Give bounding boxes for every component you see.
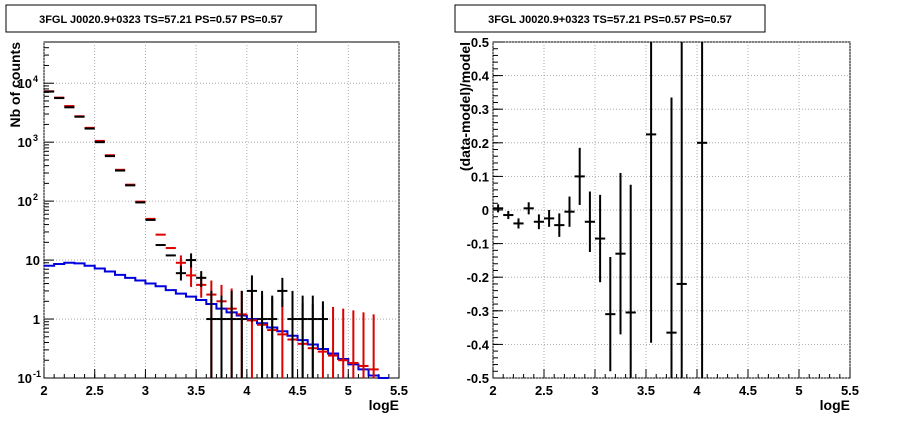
- left-y-tick-exponent: -1: [33, 369, 41, 379]
- left-y-tick-label: 10: [18, 76, 32, 91]
- right-y-tick-labels: -0.5 -0.4 -0.3 -0.2 -0.1 0 0.1 0.2 0.3 0.4 0.5: [467, 35, 490, 386]
- right-x-tick-label: 4.5: [739, 383, 757, 398]
- right-y-tick-label: -0.5: [467, 371, 489, 386]
- right-x-tick-label: 2.5: [535, 383, 553, 398]
- right-grid: [492, 41, 851, 379]
- left-x-tick-label: 2.5: [86, 383, 104, 398]
- left-y-tick-label: 1: [33, 312, 40, 327]
- right-x-tick-label: 3.5: [637, 383, 655, 398]
- right-axis-ticks: [492, 41, 851, 379]
- right-x-tick-label: 4: [693, 383, 701, 398]
- left-y-tick-label: 10: [18, 135, 32, 150]
- right-y-tick-label: 0: [482, 203, 489, 218]
- right-y-tick-label: -0.1: [467, 237, 489, 252]
- left-axis-ticks: [43, 47, 400, 379]
- right-panel: 3FGL J0020.9+0323 TS=57.21 PS=0.57 PS=0.…: [454, 4, 859, 413]
- right-x-tick-label: 5.5: [841, 383, 859, 398]
- right-x-axis-label: logE: [820, 397, 850, 413]
- right-y-tick-label: 0.1: [471, 169, 489, 184]
- left-data-series: [44, 90, 328, 378]
- left-x-tick-label: 4: [243, 383, 251, 398]
- left-y-tick-label: 10: [26, 253, 40, 268]
- left-background-step-line: [44, 261, 389, 379]
- left-y-tick-exponent: 2: [33, 192, 38, 202]
- right-y-tick-label: -0.3: [467, 304, 489, 319]
- left-x-axis-label: logE: [369, 397, 399, 413]
- left-y-tick-exponent: 3: [33, 133, 38, 143]
- left-y-axis-label: Nb of counts: [7, 42, 23, 128]
- right-y-tick-label: 0.2: [471, 136, 489, 151]
- right-y-axis-label: (data-model)/model: [457, 42, 473, 171]
- right-y-tick-label: 0.3: [471, 102, 489, 117]
- right-x-tick-label: 5: [795, 383, 802, 398]
- right-x-tick-label: 3: [591, 383, 598, 398]
- right-y-tick-label: 0.4: [471, 69, 490, 84]
- left-y-tick-label: 10: [18, 194, 32, 209]
- left-x-tick-label: 5: [345, 383, 352, 398]
- left-x-tick-labels: 2 2.5 3 3.5 4 4.5 5 5.5: [40, 383, 408, 398]
- right-title-box: [454, 4, 766, 33]
- right-y-tick-label: -0.2: [467, 270, 489, 285]
- left-title-box: [5, 4, 317, 33]
- right-residual-series: [493, 42, 708, 378]
- left-x-tick-label: 2: [40, 383, 47, 398]
- right-y-tick-label: -0.4: [467, 337, 490, 352]
- right-chart-title: 3FGL J0020.9+0323 TS=57.21 PS=0.57 PS=0.…: [488, 14, 732, 26]
- left-x-tick-label: 4.5: [289, 383, 307, 398]
- right-y-tick-label: 0.5: [471, 35, 489, 50]
- left-chart-title: 3FGL J0020.9+0323 TS=57.21 PS=0.57 PS=0.…: [39, 14, 283, 26]
- left-y-tick-exponent: 4: [33, 74, 38, 84]
- left-y-tick-label: 10: [18, 371, 32, 386]
- left-x-tick-label: 5.5: [390, 383, 408, 398]
- right-x-tick-label: 2: [489, 383, 496, 398]
- left-x-tick-label: 3: [142, 383, 149, 398]
- left-panel: 3FGL J0020.9+0323 TS=57.21 PS=0.57 PS=0.…: [5, 4, 408, 413]
- left-background-step-series: [44, 261, 389, 379]
- left-x-tick-label: 3.5: [187, 383, 205, 398]
- right-x-tick-labels: 2 2.5 3 3.5 4 4.5 5 5.5: [489, 383, 859, 398]
